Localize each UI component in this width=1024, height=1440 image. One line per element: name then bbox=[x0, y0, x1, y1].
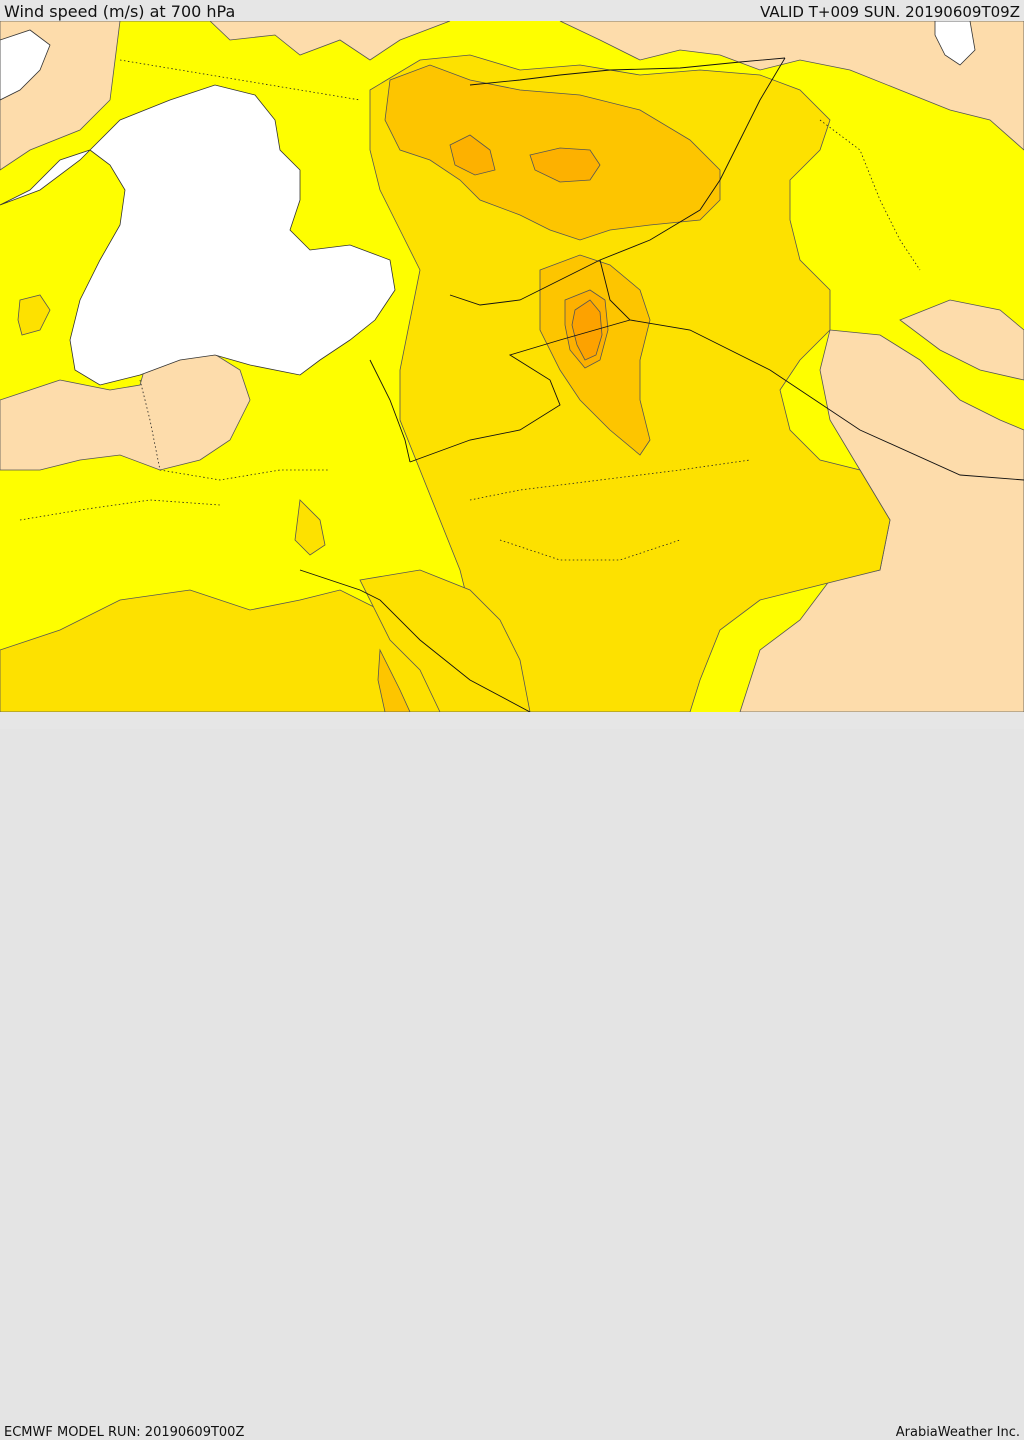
dotted-iran bbox=[819, 119, 921, 271]
band5-iraq-max bbox=[571, 299, 603, 361]
peach-egypt bbox=[0, 344, 251, 471]
border-israel-egypt bbox=[369, 359, 411, 463]
peach-iraq bbox=[739, 329, 1024, 712]
peach-turkey bbox=[0, 21, 451, 61]
valid-time: VALID T+009 SUN. 20190609T09Z bbox=[760, 3, 1020, 21]
band2-blob-2 bbox=[294, 499, 326, 556]
dotted-south bbox=[19, 499, 221, 521]
political-borders bbox=[299, 57, 1024, 712]
field-band-0 bbox=[0, 21, 1024, 712]
credit-label: ArabiaWeather Inc. bbox=[895, 1425, 1020, 1440]
band3-blob-east bbox=[377, 648, 411, 712]
band2-south-west bbox=[0, 589, 481, 712]
sea-area bbox=[0, 21, 976, 386]
border-jordan-saudi bbox=[409, 319, 631, 463]
mediterranean-sea bbox=[0, 84, 396, 386]
band4-syria-east bbox=[529, 147, 601, 183]
header-bar: Wind speed (m/s) at 700 hPa VALID T+009 … bbox=[0, 0, 1024, 21]
band2-saudi-south bbox=[359, 569, 531, 712]
peach-north-east bbox=[559, 21, 1024, 151]
map-title: Wind speed (m/s) at 700 hPa bbox=[4, 2, 236, 21]
border-saudi-yemen bbox=[379, 599, 531, 712]
wind-speed-map bbox=[0, 21, 1024, 712]
field-band-5 bbox=[571, 299, 603, 361]
band2-blob-1 bbox=[17, 294, 51, 336]
dotted-saudi-2 bbox=[499, 539, 681, 561]
border-syria-iraq bbox=[449, 57, 786, 306]
caspian-edge bbox=[934, 21, 976, 66]
border-syria-turkey bbox=[469, 57, 786, 86]
dotted-turkey bbox=[119, 59, 361, 101]
peach-mid-east bbox=[899, 299, 1024, 381]
aegean-sea bbox=[0, 29, 51, 101]
band4-syria-core bbox=[449, 134, 496, 176]
model-run-label: ECMWF MODEL RUN: 20190609T00Z bbox=[4, 1425, 245, 1440]
footer-bar: ECMWF MODEL RUN: 20190609T00Z ArabiaWeat… bbox=[0, 712, 1024, 1440]
border-egypt-sudan bbox=[299, 569, 381, 601]
border-jordan-iraq-saudi bbox=[599, 259, 1024, 481]
internal-boundaries bbox=[19, 59, 921, 561]
